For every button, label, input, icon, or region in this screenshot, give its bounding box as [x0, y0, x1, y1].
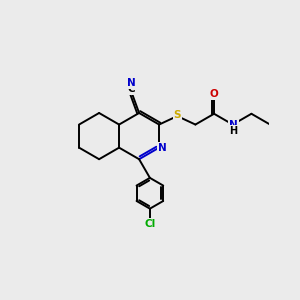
Text: Cl: Cl [144, 219, 155, 229]
Text: N: N [229, 120, 238, 130]
Text: O: O [210, 89, 218, 99]
Text: S: S [173, 110, 181, 120]
Text: N: N [128, 78, 136, 88]
Text: N: N [158, 143, 167, 153]
Text: C: C [128, 84, 136, 94]
Text: H: H [230, 126, 238, 136]
